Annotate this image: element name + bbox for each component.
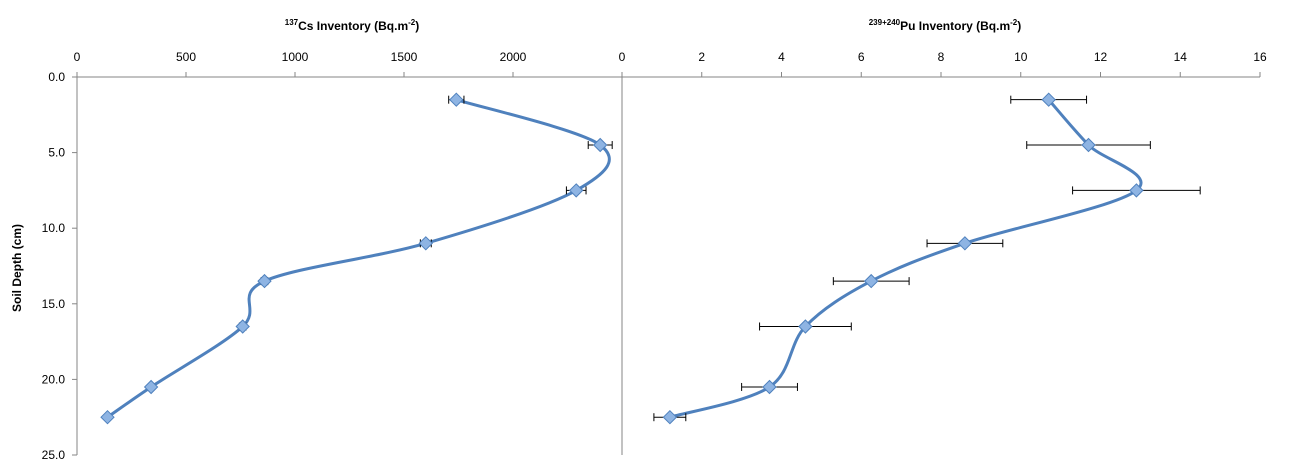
cs-x-tick-label: 0 [74, 50, 81, 64]
cs-data-point [570, 184, 583, 197]
pu-x-tick-label: 6 [858, 50, 865, 64]
y-tick-label: 20.0 [42, 372, 66, 386]
pu-x-tick-label: 4 [778, 50, 785, 64]
y-tick-label: 0.0 [48, 70, 65, 84]
right-chart-title: 239+240Pu Inventory (Bq.m-2) [869, 18, 1022, 33]
cs-inventory-chart: 0 500 1000 1500 2000 0.0 5.0 10.0 15.0 20.0 25.0 [42, 50, 622, 462]
pu-x-tick-label: 10 [1014, 50, 1028, 64]
cs-data-point [450, 93, 463, 106]
y-tick-label: 25.0 [42, 448, 66, 462]
pu-series-line [670, 100, 1141, 418]
left-chart-title: 137Cs Inventory (Bq.m-2) [285, 18, 420, 33]
pu-data-point [663, 411, 676, 424]
cs-x-tick-label: 500 [176, 50, 196, 64]
pu-x-tick-label: 12 [1094, 50, 1108, 64]
right-title-close: ) [1017, 19, 1021, 33]
pu-inventory-chart: 0 2 4 6 8 10 12 14 16 [619, 50, 1267, 455]
cs-x-tick-label: 2000 [500, 50, 527, 64]
left-title-main: Cs Inventory (Bq.m [298, 19, 408, 33]
pu-x-tick-label: 0 [619, 50, 626, 64]
cs-data-point [258, 275, 271, 288]
left-title-close: ) [415, 19, 419, 33]
cs-x-tick-label: 1500 [391, 50, 418, 64]
pu-x-tick-label: 14 [1174, 50, 1188, 64]
cs-x-tick-label: 1000 [282, 50, 309, 64]
left-title-isotope: 137 [285, 18, 299, 27]
y-tick-label: 10.0 [42, 221, 66, 235]
pu-data-point [865, 275, 878, 288]
right-title-isotope: 239+240 [869, 18, 901, 27]
pu-x-tick-label: 16 [1253, 50, 1267, 64]
pu-x-tick-label: 2 [698, 50, 705, 64]
cs-data-point [419, 237, 432, 250]
y-tick-label: 15.0 [42, 297, 66, 311]
y-tick-label: 5.0 [48, 146, 65, 160]
pu-x-tick-label: 8 [938, 50, 945, 64]
cs-series-line [108, 100, 610, 418]
y-axis-label: Soil Depth (cm) [10, 224, 24, 312]
pu-data-point [958, 237, 971, 250]
right-title-main: Pu Inventory (Bq.m [900, 19, 1010, 33]
